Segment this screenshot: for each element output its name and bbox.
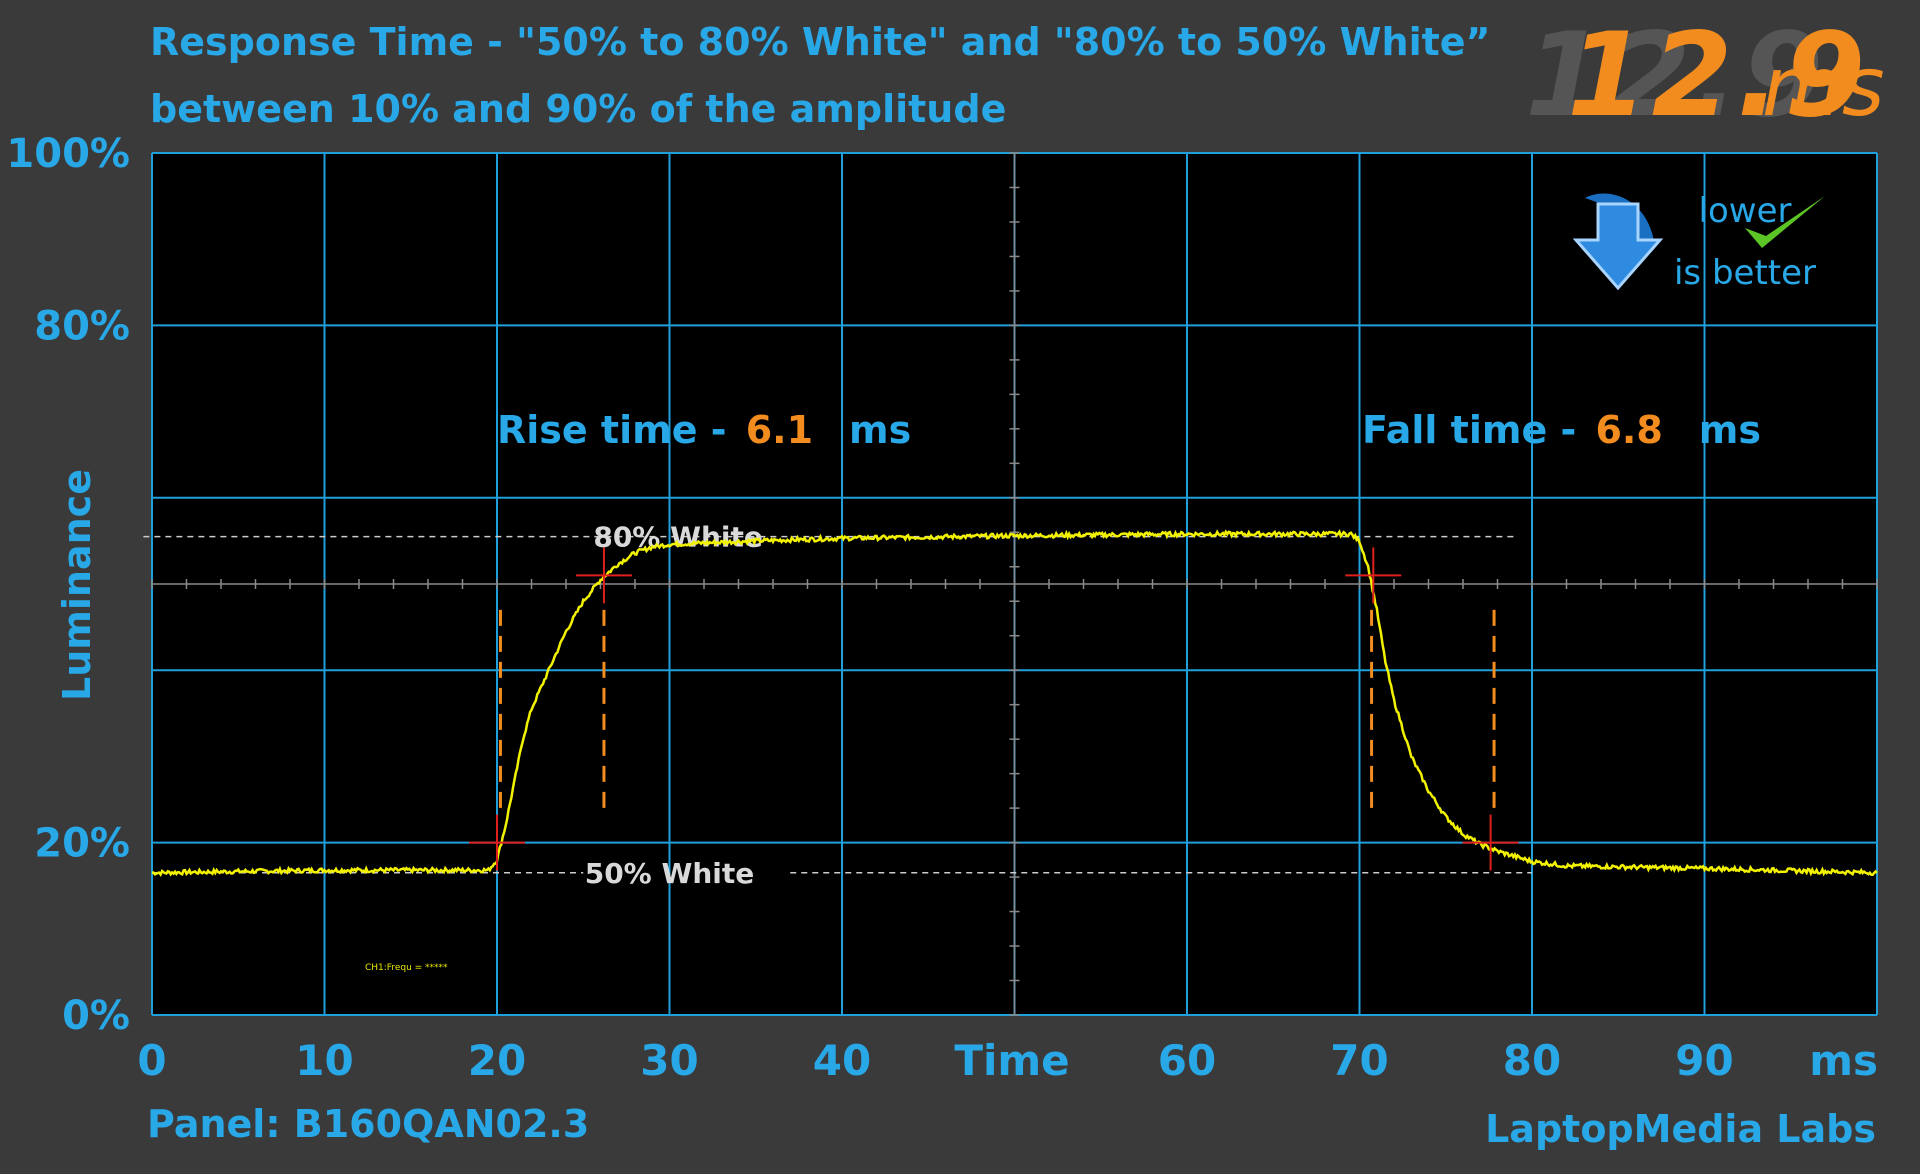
x-tick-labels: 0 10 20 30 40 60 70 80 90 <box>137 1036 1733 1085</box>
x-axis-label: Time <box>954 1036 1069 1085</box>
y-tick-label: 100% <box>6 131 130 177</box>
fall-unit: ms <box>1699 408 1761 452</box>
crosshair-markers <box>469 547 1519 871</box>
x-tick-label: 70 <box>1330 1036 1388 1085</box>
x-tick-label: 40 <box>813 1036 871 1085</box>
rise-annotation: Rise time - 6.1 ms <box>497 408 911 452</box>
x-tick-label: 90 <box>1675 1036 1733 1085</box>
rise-label: Rise time - <box>497 408 740 452</box>
x-tick-label: 60 <box>1158 1036 1216 1085</box>
chart-title-line1: Response Time - "50% to 80% White" and "… <box>150 20 1491 64</box>
scope-frequency-text: CH1:Frequ = ***** <box>365 963 448 973</box>
x-axis-unit: ms <box>1809 1036 1878 1085</box>
x-tick-label: 30 <box>640 1036 698 1085</box>
y-tick-label: 0% <box>62 993 130 1039</box>
y-tick-label: 20% <box>34 821 130 867</box>
fall-value: 6.8 <box>1595 408 1662 452</box>
x-tick-label: 20 <box>468 1036 526 1085</box>
panel-label: Panel: B160QAN02.3 <box>147 1102 589 1146</box>
result-value: 12.9 <box>1567 8 1869 143</box>
series-line-luminance <box>151 529 1878 877</box>
reference-lines: 80% White 50% White <box>143 521 1532 890</box>
y-axis-label: Luminance <box>55 469 99 701</box>
badge-line2: is better <box>1674 253 1816 293</box>
brand-label: LaptopMedia Labs <box>1485 1107 1876 1151</box>
result-unit: ms <box>1762 40 1885 135</box>
badge-line1: lower <box>1699 191 1792 231</box>
reference-label-80-white: 80% White <box>593 521 763 554</box>
lower-is-better-badge: lower is better <box>1572 191 1825 293</box>
y-tick-label: 80% <box>34 303 130 349</box>
fall-label: Fall time - <box>1362 408 1589 452</box>
y-tick-labels: 100% 80% 20% 0% <box>6 131 130 1039</box>
fall-annotation: Fall time - 6.8 ms <box>1362 408 1761 452</box>
measure-lines <box>498 609 1496 809</box>
down-arrow-icon <box>1572 193 1664 291</box>
x-tick-label: 10 <box>295 1036 353 1085</box>
x-tick-label: 0 <box>137 1036 166 1085</box>
rise-value: 6.1 <box>746 408 813 452</box>
chart-title-line2: between 10% and 90% of the amplitude <box>150 87 1006 131</box>
reference-label-50-white: 50% White <box>585 857 755 890</box>
x-tick-label: 80 <box>1503 1036 1561 1085</box>
result-value-ghost: 12.9 <box>1525 8 1827 143</box>
rise-unit: ms <box>849 408 911 452</box>
